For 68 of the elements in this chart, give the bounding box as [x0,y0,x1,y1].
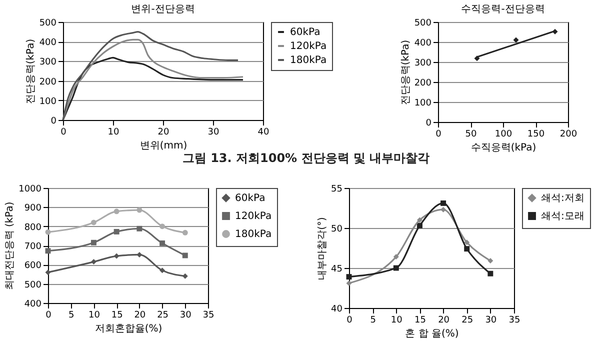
y-axis-title: 최대전단응력 (kPa) [4,202,16,290]
x-tick-label: 15 [111,310,123,320]
y-tick-label: 500 [24,280,42,290]
x-tick-label: 15 [414,316,426,326]
x-tick-label: 30 [180,310,192,320]
y-tick-label: 500 [39,18,57,28]
line-series [62,56,244,121]
x-tick-label: 35 [508,316,520,326]
legend-label: 60kPa [290,27,320,38]
legend-label: 120kPa [290,41,327,52]
y-tick-label: 100 [39,96,57,107]
y-tick-label: 800 [24,222,42,233]
x-axis-title: 수직응력(kPa) [470,142,536,154]
y-tick-label: 400 [414,38,432,48]
y-tick-label: 1000 [18,184,42,194]
x-tick-label: 30 [485,316,497,326]
y-tick-label: 100 [414,98,432,108]
y-axis-title: 내부마찰각(°) [317,217,328,280]
y-tick-label: 500 [414,18,432,28]
y-tick-label: 300 [414,58,432,68]
x-tick-label: 200 [560,130,578,140]
x-tick-label: 50 [465,130,477,140]
x-tick-label: 30 [208,128,220,138]
y-tick-label: 900 [24,204,42,214]
x-tick-label: 40 [258,128,270,138]
y-tick-label: 700 [24,242,42,252]
chart-title: 변위-전단응력 [131,4,195,15]
x-tick-label: 20 [438,316,450,326]
x-axis-title: 혼 합 율(%) [405,328,459,340]
y-tick-label: 45 [331,264,342,274]
x-tick-label: 150 [527,130,545,140]
y-tick-label: 600 [24,261,42,272]
y-axis-title: 전단응력(kPa) [400,40,412,106]
x-tick-label: 20 [134,310,146,320]
y-tick-label: 0 [50,116,57,126]
x-tick-label: 100 [494,130,512,140]
y-tick-label: 200 [39,77,57,88]
legend-label: 60kPa [235,193,266,204]
x-tick-label: 10 [88,310,100,320]
x-tick-label: 5 [370,316,376,326]
legend-label: 쇄석:모래 [541,211,584,222]
x-tick-label: 10 [390,316,403,326]
x-axis-title: 변위(mm) [140,140,188,152]
legend-label: 120kPa [235,211,272,222]
y-tick-label: 0 [426,118,432,128]
chart-title: 수직응력-전단응력 [461,4,545,15]
x-tick-label: 10 [108,128,120,138]
y-axis-title: 전단응력(kPa) [25,38,36,104]
x-tick-label: 0 [436,130,442,140]
y-tick-label: 400 [24,300,42,310]
x-tick-label: 25 [157,310,169,320]
x-tick-label: 20 [158,128,170,138]
x-tick-label: 5 [68,310,74,320]
x-tick-label: 0 [346,316,353,326]
y-tick-label: 55 [331,184,342,194]
legend-label: 180kPa [290,55,327,66]
x-tick-label: 35 [202,310,214,320]
y-tick-label: 300 [39,58,57,68]
y-tick-label: 400 [39,38,57,48]
x-axis-title: 저회혼합율(%) [94,324,162,334]
legend-label: 180kPa [235,229,272,240]
x-tick-label: 0 [60,128,67,138]
y-tick-label: 50 [331,224,343,234]
legend-label: 쇄석:저회 [541,193,584,204]
x-tick-label: 25 [462,316,474,326]
y-tick-label: 200 [414,78,432,88]
point [513,37,519,43]
caption: 그림 13. 저회100% 전단응력 및 내부마찰각 [182,151,430,165]
